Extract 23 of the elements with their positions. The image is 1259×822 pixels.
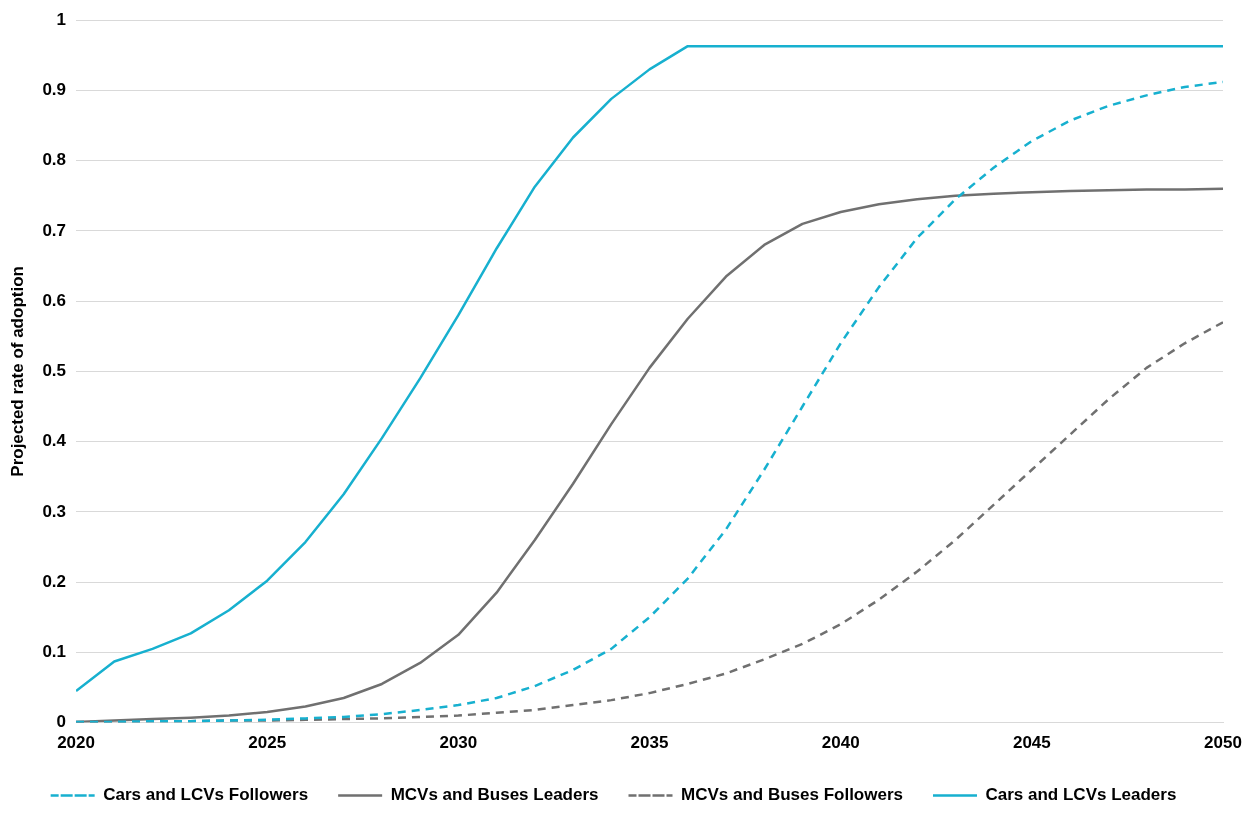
y-axis-title: Projected rate of adoption bbox=[7, 266, 27, 477]
y-tick-label: 0.3 bbox=[42, 501, 67, 521]
y-tick-label: 0.4 bbox=[42, 431, 67, 451]
x-tick-label: 2030 bbox=[439, 733, 478, 753]
legend-label: MCVs and Buses Leaders bbox=[390, 785, 599, 805]
y-tick-label: 1 bbox=[56, 9, 67, 29]
legend-label: MCVs and Buses Followers bbox=[681, 785, 903, 805]
x-tick-label: 2045 bbox=[1012, 733, 1051, 753]
legend-label: Cars and LCVs Followers bbox=[103, 785, 309, 805]
x-tick-label: 2050 bbox=[1204, 733, 1242, 753]
y-tick-label: 0.5 bbox=[42, 361, 67, 381]
y-tick-label: 0.6 bbox=[42, 290, 67, 310]
x-tick-label: 2020 bbox=[57, 733, 95, 753]
x-tick-label: 2035 bbox=[630, 733, 669, 753]
y-tick-label: 0.7 bbox=[42, 220, 67, 240]
y-tick-label: 0.1 bbox=[42, 642, 67, 662]
y-tick-label: 0.2 bbox=[42, 571, 67, 591]
x-tick-label: 2040 bbox=[821, 733, 860, 753]
y-tick-label: 0 bbox=[56, 712, 67, 732]
x-tick-label: 2025 bbox=[248, 733, 287, 753]
legend-label: Cars and LCVs Leaders bbox=[985, 785, 1177, 805]
y-tick-label: 0.8 bbox=[42, 150, 67, 170]
y-tick-label: 0.9 bbox=[42, 80, 67, 100]
